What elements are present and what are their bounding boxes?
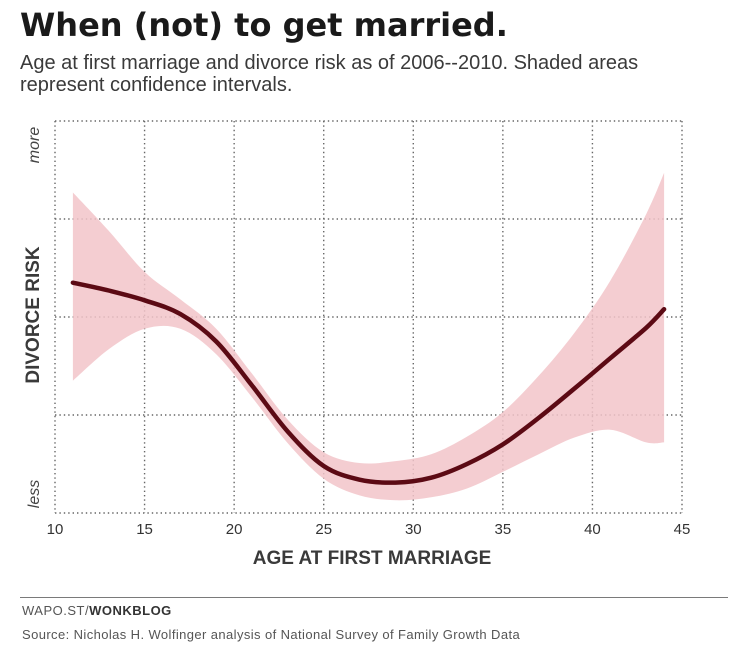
- chart-subtitle: Age at first marriage and divorce risk a…: [20, 52, 639, 96]
- chart-title: When (not) to get married.: [20, 6, 508, 44]
- credit-brand: WONKBLOG: [89, 603, 172, 618]
- wonkblog-credit: WAPO.ST/WONKBLOG: [22, 603, 172, 618]
- divorce-risk-chart: 10 15 20 25 30 35 40 45 more less DIVORCE RISK …: [23, 120, 691, 569]
- divorce-risk-line: [70, 280, 667, 485]
- x-axis-title: AGE AT FIRST MARRIAGE: [253, 548, 492, 569]
- x-tick-label: 15: [136, 521, 153, 538]
- credit-prefix: WAPO.ST/: [22, 603, 90, 618]
- x-tick-label: 35: [495, 521, 512, 538]
- source-note: Source: Nicholas H. Wolfinger analysis o…: [22, 627, 521, 642]
- x-tick-label: 25: [315, 521, 332, 538]
- x-tick-label: 40: [584, 521, 601, 538]
- x-tick-label: 20: [226, 521, 243, 538]
- x-tick-label: 30: [405, 521, 422, 538]
- footer-divider: [20, 597, 728, 598]
- y-label-less: less: [26, 480, 43, 508]
- y-label-more: more: [26, 127, 43, 164]
- y-axis-title: DIVORCE RISK: [23, 246, 44, 384]
- x-tick-labels: 10 15 20 25 30 35 40 45: [47, 521, 691, 538]
- x-tick-label: 45: [674, 521, 691, 538]
- confidence-band: [72, 172, 665, 501]
- x-tick-label: 10: [47, 521, 64, 538]
